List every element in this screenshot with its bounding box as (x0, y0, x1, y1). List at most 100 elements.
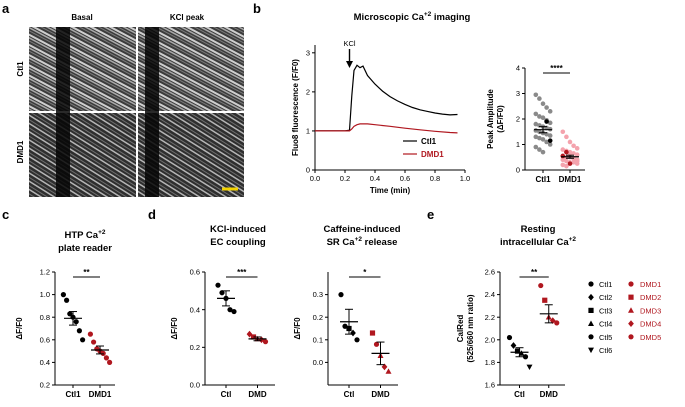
y-axis-label: Peak Amplitude (486, 89, 495, 149)
x-tick-label: Ctl (344, 390, 355, 399)
legend-panel-e: Ctl1 Ctl2 Ctl3 Ctl4 Ctl5 Ctl6 DMD1 DMD2 DMD3 DMD4… (588, 280, 661, 355)
data-point (542, 297, 548, 303)
data-point (215, 282, 221, 288)
data-point (385, 368, 392, 374)
x-tick-label: 1.0 (460, 174, 470, 183)
panel-d-left-title-line1: KCl-induced (210, 224, 266, 235)
data-point (91, 339, 97, 345)
x-tick-label: 0.0 (310, 174, 320, 183)
x-tick-label: Ctl (514, 390, 525, 399)
data-point (381, 363, 388, 371)
data-point (571, 143, 576, 149)
data-point (560, 153, 566, 159)
y-tick-label: 0.6 (40, 335, 50, 344)
legend-label-dmd: DMD2 (640, 293, 661, 302)
legend-label-ctl: Ctl4 (599, 320, 612, 329)
y-tick-label: 1 (306, 127, 310, 136)
data-point (547, 142, 553, 147)
y-axis-label: (ΔF/F0) (496, 105, 505, 133)
data-point (219, 290, 225, 296)
legend-marker (588, 281, 594, 287)
x-tick-label: DMD1 (89, 390, 112, 399)
data-point (564, 163, 569, 169)
data-point (560, 129, 566, 135)
data-point (560, 162, 566, 168)
y-tick-label: 0.4 (190, 305, 200, 314)
data-point (547, 120, 553, 126)
significance-label: * (363, 268, 367, 277)
data-point (100, 350, 106, 356)
panel-b-title: Microscopic Ca+2 imaging (354, 11, 471, 23)
y-tick-label: 3 (306, 48, 310, 57)
panel-letter-a: a (2, 1, 10, 16)
data-point (526, 364, 533, 371)
y-axis-label: ΔF/F0 (293, 317, 302, 340)
panel-e-title-line2: intracellular Ca+2 (500, 236, 576, 248)
data-point (73, 319, 79, 325)
data-point (544, 119, 549, 124)
data-point (538, 282, 544, 289)
y-tick-label: 1.0 (40, 290, 50, 299)
y-axis-label: ΔF/F0 (15, 317, 24, 340)
legend-marker (628, 320, 634, 327)
y-tick-label: 1.2 (40, 268, 50, 277)
data-point (533, 144, 539, 150)
y-tick-label: 0.4 (40, 358, 50, 367)
significance-label: *** (237, 268, 247, 277)
data-point (533, 92, 539, 98)
x-tick-label: DMD1 (559, 175, 582, 184)
col-label-kcl: KCl peak (170, 13, 205, 22)
panel-a-micrographs: Basal KCl peak Ctl1 DMD1 (16, 13, 244, 197)
data-point (540, 149, 546, 155)
data-point (533, 111, 539, 117)
panel-letter-d: d (148, 207, 156, 222)
data-point (567, 152, 573, 157)
data-point (510, 342, 517, 349)
annotation-arrow-head (346, 61, 353, 68)
y-tick-label: 2.4 (485, 290, 495, 299)
data-point (537, 135, 542, 141)
y-tick-label: 2 (306, 87, 310, 96)
data-point (540, 137, 546, 142)
data-point (231, 308, 237, 315)
x-tick-label: Ctl (221, 390, 232, 399)
y-tick-label: 2 (516, 115, 520, 124)
panel-letter-c: c (2, 207, 9, 222)
panel-c-title-line2: plate reader (58, 243, 112, 254)
y-tick-label: 1.8 (485, 358, 495, 367)
x-tick-label: DMD (540, 390, 558, 399)
y-tick-label: 3 (516, 89, 520, 98)
y-tick-label: 4 (516, 64, 520, 73)
panel-letter-b: b (253, 1, 261, 16)
x-tick-label: 0.8 (430, 174, 440, 183)
data-point (554, 320, 560, 326)
legend-label: DMD1 (421, 150, 444, 159)
legend-label-ctl: Ctl3 (599, 306, 612, 315)
data-point (544, 139, 549, 145)
data-point (373, 341, 380, 347)
legend-label-ctl: Ctl2 (599, 293, 612, 302)
legend-marker (588, 320, 594, 326)
data-point (227, 307, 233, 313)
x-axis-label: Time (min) (370, 186, 411, 195)
data-point (262, 339, 269, 345)
data-point (547, 109, 553, 114)
legend-label: Ctl1 (421, 137, 437, 146)
data-point (369, 330, 376, 336)
data-point (567, 161, 573, 166)
data-point (522, 354, 529, 360)
data-point (64, 297, 70, 303)
data-point (103, 355, 109, 361)
y-tick-label: 2.6 (485, 268, 495, 277)
col-label-basal: Basal (71, 13, 92, 22)
legend-marker (628, 281, 634, 287)
x-tick-label: DMD (248, 390, 266, 399)
data-point (342, 323, 348, 329)
y-tick-label: 0.2 (40, 381, 50, 390)
data-point (80, 337, 86, 343)
x-tick-label: Ctl1 (535, 175, 551, 184)
y-axis-label: CalRed (456, 315, 465, 343)
micrograph-ctl1-basal (29, 27, 136, 111)
legend-marker (628, 307, 634, 313)
data-point (537, 114, 542, 119)
